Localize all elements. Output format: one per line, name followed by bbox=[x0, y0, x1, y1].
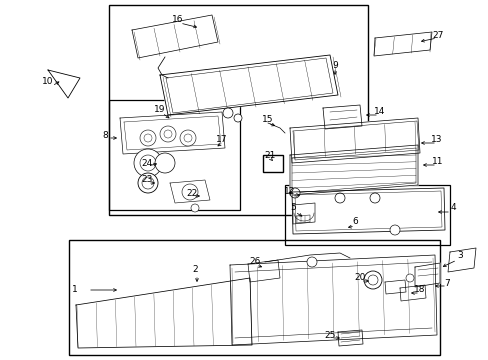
Bar bbox=[109, 100, 240, 210]
Text: 7: 7 bbox=[443, 279, 449, 288]
Circle shape bbox=[138, 173, 158, 193]
Circle shape bbox=[160, 126, 176, 142]
Polygon shape bbox=[160, 55, 337, 115]
Circle shape bbox=[289, 188, 299, 198]
Circle shape bbox=[182, 184, 198, 200]
Circle shape bbox=[405, 274, 413, 282]
Circle shape bbox=[363, 271, 381, 289]
Text: 24: 24 bbox=[141, 158, 152, 167]
Text: 26: 26 bbox=[249, 257, 260, 266]
Text: ✦: ✦ bbox=[287, 190, 292, 195]
Polygon shape bbox=[289, 118, 419, 163]
Polygon shape bbox=[373, 32, 431, 56]
Text: 9: 9 bbox=[331, 60, 337, 69]
Text: 11: 11 bbox=[431, 158, 443, 166]
Circle shape bbox=[140, 155, 156, 171]
Circle shape bbox=[223, 108, 232, 118]
Circle shape bbox=[140, 130, 156, 146]
Polygon shape bbox=[76, 278, 251, 348]
Text: 17: 17 bbox=[216, 135, 227, 144]
Text: 20: 20 bbox=[354, 274, 365, 283]
Bar bbox=[109, 5, 367, 215]
Polygon shape bbox=[247, 260, 280, 282]
Polygon shape bbox=[295, 215, 309, 223]
Polygon shape bbox=[48, 70, 80, 98]
Bar bbox=[285, 185, 449, 245]
Polygon shape bbox=[323, 105, 361, 129]
Polygon shape bbox=[132, 15, 218, 58]
Polygon shape bbox=[384, 280, 405, 294]
Text: 8: 8 bbox=[102, 130, 108, 139]
Text: 1: 1 bbox=[72, 285, 78, 294]
Circle shape bbox=[369, 193, 379, 203]
Polygon shape bbox=[229, 255, 436, 345]
Text: 16: 16 bbox=[172, 15, 183, 24]
Text: 2: 2 bbox=[192, 266, 198, 274]
Text: 15: 15 bbox=[262, 116, 273, 125]
Circle shape bbox=[134, 149, 162, 177]
Polygon shape bbox=[447, 248, 475, 272]
Text: 19: 19 bbox=[154, 105, 165, 114]
Text: 27: 27 bbox=[431, 31, 443, 40]
Text: 5: 5 bbox=[289, 203, 295, 212]
Bar bbox=[263, 155, 283, 172]
Text: 22: 22 bbox=[186, 189, 197, 198]
Circle shape bbox=[389, 225, 399, 235]
Text: 3: 3 bbox=[456, 251, 462, 260]
Circle shape bbox=[155, 153, 175, 173]
Text: 25: 25 bbox=[324, 330, 335, 339]
Polygon shape bbox=[120, 112, 224, 154]
Circle shape bbox=[142, 177, 154, 189]
Text: 6: 6 bbox=[351, 217, 357, 226]
Circle shape bbox=[163, 130, 172, 138]
Circle shape bbox=[191, 204, 199, 212]
Text: 23: 23 bbox=[141, 175, 152, 184]
Circle shape bbox=[367, 275, 377, 285]
Polygon shape bbox=[337, 330, 362, 346]
Text: 13: 13 bbox=[430, 135, 442, 144]
Text: 21: 21 bbox=[264, 150, 275, 159]
Circle shape bbox=[334, 193, 345, 203]
Text: 18: 18 bbox=[413, 285, 425, 294]
Circle shape bbox=[180, 130, 196, 146]
Polygon shape bbox=[292, 203, 314, 224]
Circle shape bbox=[183, 134, 192, 142]
Circle shape bbox=[234, 114, 242, 122]
Text: 12: 12 bbox=[284, 188, 295, 197]
Polygon shape bbox=[289, 145, 417, 195]
Polygon shape bbox=[291, 188, 444, 234]
Circle shape bbox=[306, 257, 316, 267]
Bar bbox=[69, 240, 439, 355]
Circle shape bbox=[143, 134, 152, 142]
Polygon shape bbox=[414, 263, 439, 287]
Text: 4: 4 bbox=[449, 203, 455, 212]
Text: 10: 10 bbox=[42, 77, 54, 86]
Polygon shape bbox=[170, 180, 209, 203]
Text: 14: 14 bbox=[373, 108, 385, 117]
Polygon shape bbox=[399, 285, 425, 301]
